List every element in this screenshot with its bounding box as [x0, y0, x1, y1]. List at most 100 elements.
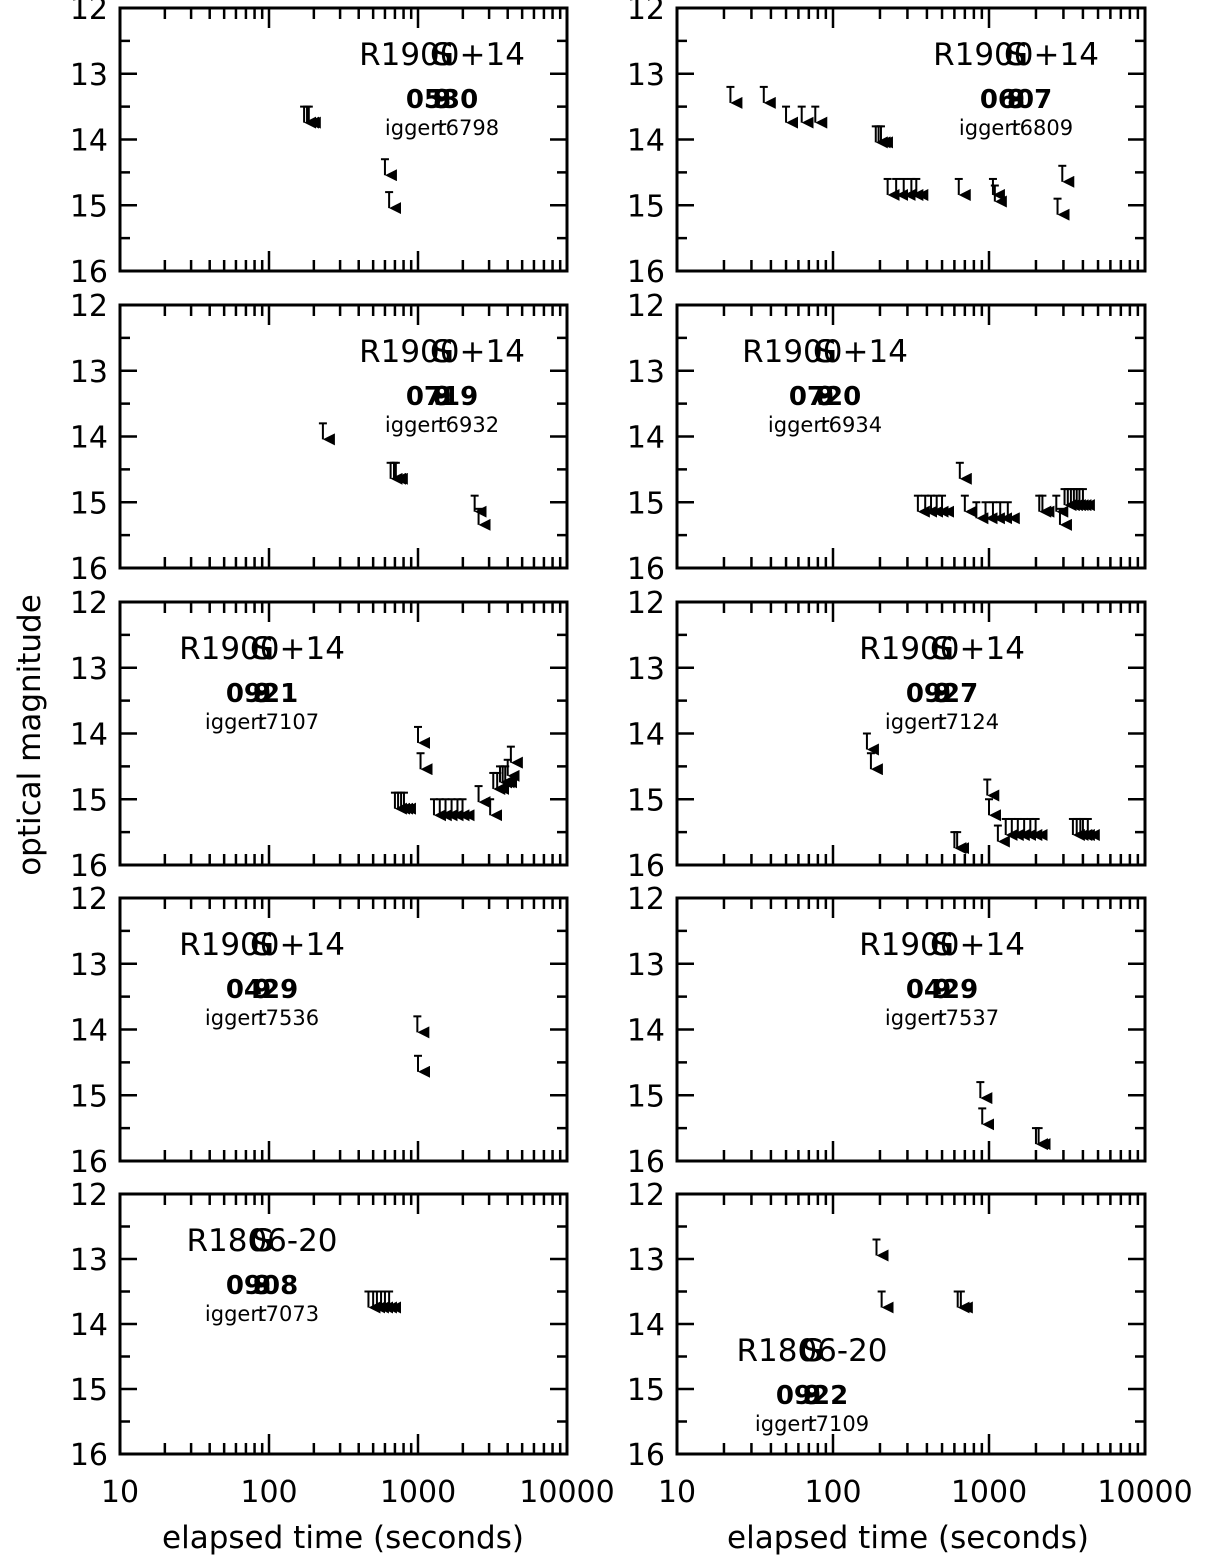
y-tick-label: 15: [70, 783, 108, 818]
y-tick-label: 13: [627, 948, 665, 983]
upper-limit-arrow: [988, 501, 1005, 525]
upper-limit-arrow: [1013, 817, 1030, 841]
x-tick-label: 1000: [951, 1475, 1027, 1510]
upper-limit-arrow: [458, 798, 475, 822]
upper-limit-arrow: [377, 1290, 394, 1314]
x-tick-label: 100: [804, 1475, 861, 1510]
upper-limit-arrow: [921, 494, 938, 518]
upper-limit-arrow: [318, 422, 335, 446]
upper-limit-arrow: [955, 461, 972, 485]
upper-limit-arrow: [972, 501, 989, 525]
y-tick-label: 16: [627, 255, 665, 290]
upper-limit-arrow: [907, 177, 924, 201]
upper-limit-arrow: [883, 177, 900, 201]
upper-limit-arrow: [385, 191, 402, 215]
upper-limit-arrow: [981, 501, 998, 525]
y-tick-label: 16: [70, 552, 108, 587]
y-tick-label: 15: [70, 486, 108, 521]
upper-limit-arrow: [899, 177, 916, 201]
upper-limit-arrow: [1058, 164, 1075, 188]
source-name: SGR1900+14: [859, 927, 1025, 963]
upper-limit-arrow: [990, 184, 1007, 208]
y-tick-label: 15: [70, 1373, 108, 1408]
upper-limit-arrow: [413, 1015, 430, 1039]
burst-date: 990429: [906, 975, 978, 1005]
upper-limit-arrow: [782, 105, 799, 129]
upper-limit-arrow: [414, 1054, 430, 1078]
upper-limit-arrow: [1020, 817, 1037, 841]
upper-limit-arrow: [996, 501, 1013, 525]
y-tick-label: 14: [70, 1308, 108, 1343]
source-name: SGR1900+14: [359, 334, 525, 370]
upper-limit-arrow: [877, 1290, 894, 1314]
y-tick-label: 15: [627, 783, 665, 818]
upper-limit-arrow: [993, 824, 1010, 848]
upper-limit-arrow: [304, 105, 321, 129]
trigger-number: trigger 7107: [205, 710, 319, 734]
upper-limit-arrow: [1068, 817, 1085, 841]
burst-date: 990429: [226, 975, 298, 1005]
upper-limit-arrow: [486, 798, 503, 822]
y-tick-label: 14: [627, 421, 665, 456]
y-tick-label: 16: [70, 1438, 108, 1473]
y-tick-label: 12: [627, 586, 665, 621]
trigger-number: trigger 6809: [959, 116, 1073, 140]
upper-limit-arrow: [912, 177, 929, 201]
upper-limit-arrow: [1034, 1127, 1051, 1151]
y-tick-label: 12: [70, 289, 108, 324]
upper-limit-arrow: [364, 1290, 381, 1314]
y-tick-label: 13: [70, 652, 108, 687]
panel-frame: [675, 1192, 1147, 1456]
y-tick-label: 12: [70, 1178, 108, 1213]
burst-date: 980908: [226, 1271, 298, 1301]
upper-limit-arrow: [953, 831, 970, 855]
upper-limit-arrow: [1001, 817, 1018, 841]
upper-limit-arrow: [380, 1290, 397, 1314]
y-tick-label: 14: [627, 718, 665, 753]
upper-limit-arrow: [960, 494, 977, 518]
x-tick-label: 100: [240, 1475, 297, 1510]
upper-limit-arrow: [985, 798, 1001, 822]
y-tick-label: 14: [70, 1014, 108, 1049]
x-tick-label: 10000: [519, 1475, 614, 1510]
source-name: SGR1900+14: [179, 927, 345, 963]
upper-limit-arrow: [399, 791, 416, 815]
y-tick-label: 16: [70, 255, 108, 290]
source-name: SGR1900+14: [359, 37, 525, 73]
x-tick-label: 10: [101, 1475, 139, 1510]
upper-limit-arrow: [385, 1290, 402, 1314]
y-tick-label: 15: [627, 1373, 665, 1408]
y-tick-label: 13: [70, 1243, 108, 1278]
y-tick-label: 12: [70, 882, 108, 917]
trigger-number: trigger 7109: [755, 1412, 869, 1436]
upper-limit-arrow: [1078, 488, 1095, 512]
y-tick-label: 16: [70, 849, 108, 884]
burst-date: 980720: [789, 382, 861, 412]
x-tick-label: 10: [658, 1475, 696, 1510]
upper-limit-arrow: [1038, 494, 1055, 518]
burst-date: 980927: [906, 679, 978, 709]
y-tick-label: 16: [627, 849, 665, 884]
upper-limit-arrow: [1003, 501, 1020, 525]
trigger-number: trigger 7124: [885, 710, 999, 734]
burst-date: 980719: [406, 382, 478, 412]
upper-limit-arrow: [1007, 817, 1024, 841]
upper-limit-arrow: [862, 732, 879, 756]
y-tick-label: 13: [627, 58, 665, 93]
trigger-number: trigger 6798: [385, 116, 499, 140]
source-name: SGR1900+14: [859, 631, 1025, 667]
trigger-number: trigger 7536: [205, 1006, 319, 1030]
trigger-number: trigger 6934: [768, 413, 882, 437]
y-tick-label: 13: [70, 58, 108, 93]
upper-limit-arrow: [429, 798, 446, 822]
burst-date: 980607: [980, 85, 1052, 115]
y-tick-label: 12: [70, 0, 108, 27]
upper-limit-arrow: [489, 771, 506, 795]
y-tick-label: 15: [627, 189, 665, 224]
y-tick-label: 14: [627, 124, 665, 159]
y-tick-label: 12: [627, 882, 665, 917]
